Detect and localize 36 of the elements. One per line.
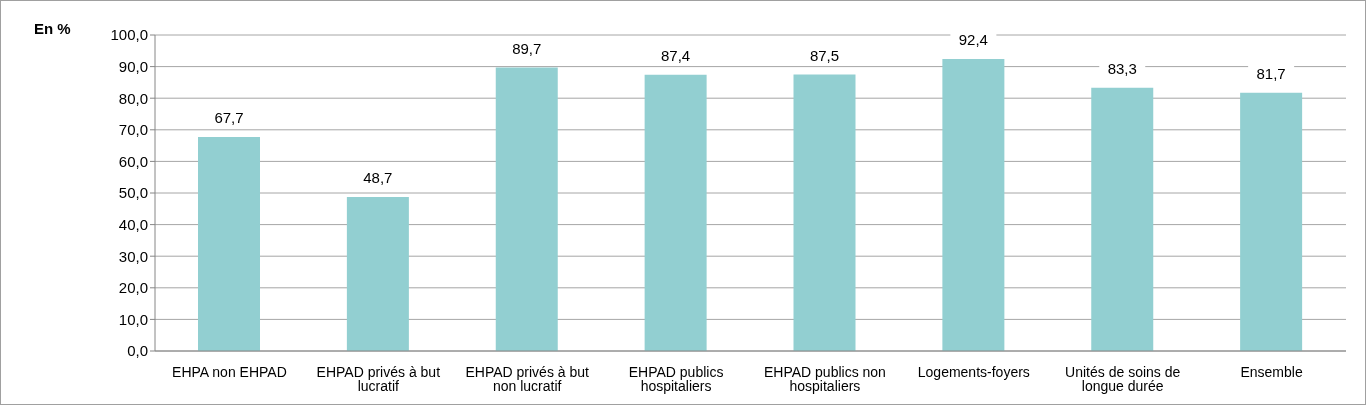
bar: [495, 67, 558, 351]
bar: [793, 74, 856, 351]
y-tick-label: 10,0: [118, 310, 148, 328]
x-tick-label: Logements-foyers: [917, 363, 1030, 380]
y-tick-label: 60,0: [118, 152, 148, 170]
y-tick-label: 90,0: [118, 57, 148, 75]
y-tick-label: 100,0: [110, 26, 148, 44]
bar: [942, 59, 1005, 351]
data-label: 83,3: [1107, 59, 1137, 77]
data-label: 48,7: [363, 169, 393, 187]
x-tick-label: EHPAD privés à but lucratif: [316, 363, 441, 394]
y-tick-label: 80,0: [118, 89, 148, 107]
y-tick-label: 70,0: [118, 121, 148, 139]
data-label: 89,7: [512, 39, 542, 57]
bar: [1091, 87, 1154, 351]
y-axis-title: En %: [34, 20, 71, 37]
x-tick-label: EHPAD publics hospitaliers: [628, 363, 724, 394]
data-label: 67,7: [214, 109, 244, 127]
y-tick-label: 0,0: [127, 342, 148, 360]
x-tick-label: Unités de soins de longue durée: [1065, 363, 1181, 394]
y-tick-label: 20,0: [118, 279, 148, 297]
bar: [1240, 92, 1303, 351]
data-label: 81,7: [1256, 64, 1286, 82]
y-tick-label: 40,0: [118, 215, 148, 233]
y-tick-label: 30,0: [118, 247, 148, 265]
x-tick-label: Ensemble: [1240, 363, 1303, 380]
bar: [346, 197, 409, 351]
y-tick-label: 50,0: [118, 184, 148, 202]
bar: [198, 137, 260, 351]
data-label: 87,4: [661, 46, 691, 64]
x-tick-label: EHPAD privés à but non lucratif: [465, 363, 590, 394]
bar: [644, 74, 707, 351]
x-tick-label: EHPAD publics non hospitaliers: [763, 363, 886, 394]
data-label: 87,5: [809, 46, 840, 64]
data-label: 92,4: [958, 31, 988, 49]
x-tick-label: EHPA non EHPAD: [172, 363, 287, 380]
